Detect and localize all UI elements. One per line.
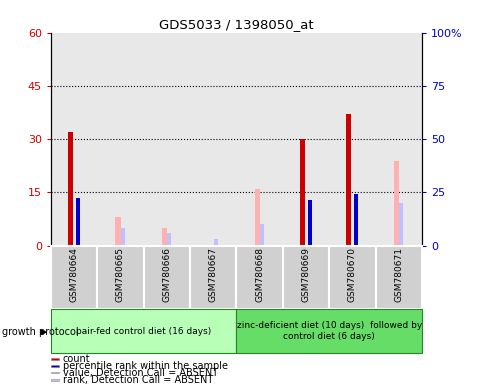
Bar bbox=[51, 379, 59, 381]
Bar bbox=[393, 161, 398, 246]
Text: GSM780670: GSM780670 bbox=[347, 247, 356, 302]
Bar bbox=[76, 198, 79, 246]
Text: GSM780664: GSM780664 bbox=[70, 247, 78, 302]
Bar bbox=[143, 246, 190, 309]
Bar bbox=[190, 246, 236, 309]
Title: GDS5033 / 1398050_at: GDS5033 / 1398050_at bbox=[159, 18, 313, 31]
Text: GSM780671: GSM780671 bbox=[393, 247, 402, 302]
Bar bbox=[97, 246, 143, 309]
Bar bbox=[236, 309, 421, 353]
Text: GSM780668: GSM780668 bbox=[255, 247, 264, 302]
Bar bbox=[375, 246, 421, 309]
Bar bbox=[115, 217, 121, 246]
Bar bbox=[213, 239, 217, 246]
Text: value, Detection Call = ABSENT: value, Detection Call = ABSENT bbox=[62, 367, 217, 377]
Bar bbox=[254, 189, 259, 246]
Bar bbox=[121, 228, 124, 246]
Bar bbox=[162, 228, 167, 246]
Bar bbox=[307, 200, 311, 246]
Bar bbox=[51, 246, 97, 309]
Bar bbox=[398, 203, 402, 246]
Text: GSM780667: GSM780667 bbox=[208, 247, 217, 302]
Bar bbox=[51, 309, 236, 353]
Bar bbox=[259, 224, 263, 246]
Text: GSM780669: GSM780669 bbox=[301, 247, 310, 302]
Bar bbox=[299, 139, 304, 246]
Text: pair-fed control diet (16 days): pair-fed control diet (16 days) bbox=[76, 327, 211, 336]
Bar bbox=[67, 132, 73, 246]
Text: percentile rank within the sample: percentile rank within the sample bbox=[62, 361, 227, 371]
Bar bbox=[345, 114, 351, 246]
Bar bbox=[51, 372, 59, 373]
Text: GSM780666: GSM780666 bbox=[162, 247, 171, 302]
Text: GSM780665: GSM780665 bbox=[116, 247, 125, 302]
Text: zinc-deficient diet (10 days)  followed by
control diet (6 days): zinc-deficient diet (10 days) followed b… bbox=[236, 321, 421, 341]
Text: count: count bbox=[62, 354, 90, 364]
Bar bbox=[236, 246, 282, 309]
Bar bbox=[51, 358, 59, 360]
Bar bbox=[51, 365, 59, 366]
Bar bbox=[282, 246, 329, 309]
Bar bbox=[329, 246, 375, 309]
Text: rank, Detection Call = ABSENT: rank, Detection Call = ABSENT bbox=[62, 375, 212, 384]
Bar bbox=[167, 233, 171, 246]
Text: growth protocol: growth protocol bbox=[2, 327, 79, 337]
Bar bbox=[353, 194, 357, 246]
